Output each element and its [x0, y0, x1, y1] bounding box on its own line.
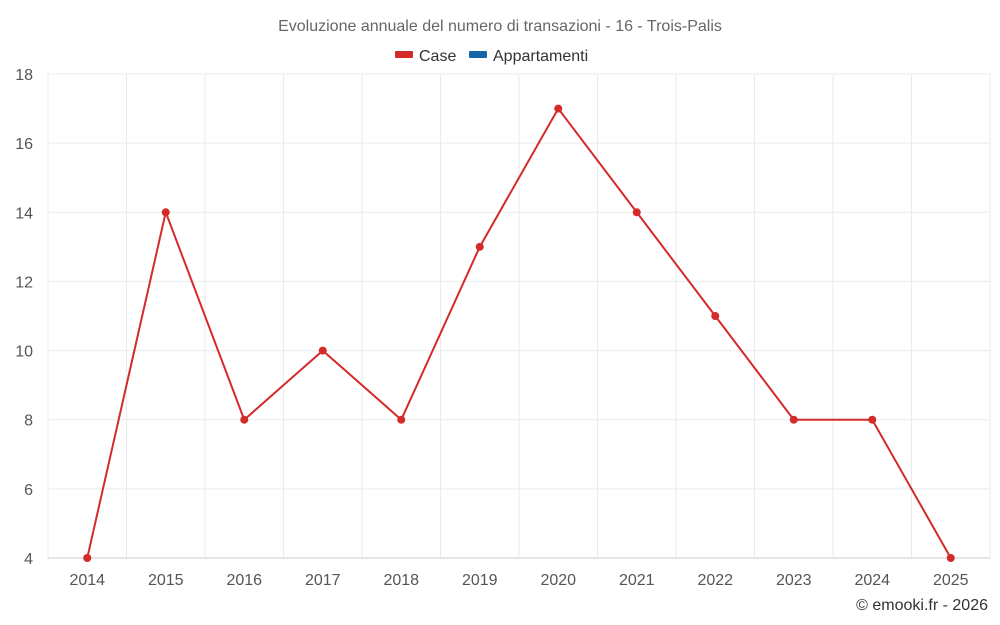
x-tick-label: 2021: [619, 572, 655, 589]
legend: Case Appartamenti: [395, 48, 588, 65]
data-point-case[interactable]: [475, 242, 484, 251]
legend-swatch-case: [395, 51, 413, 58]
x-tick-label: 2024: [854, 572, 890, 589]
data-point-case[interactable]: [397, 415, 406, 424]
y-tick-label: 14: [15, 205, 33, 222]
data-point-case[interactable]: [946, 554, 955, 562]
data-point-case[interactable]: [240, 415, 249, 424]
x-axis-ticks: 2014 2015 2016 2017 2018 2019 2020 2021 2022 2023…: [69, 572, 968, 589]
x-tick-label: 2014: [69, 572, 105, 589]
x-tick-label: 2015: [148, 572, 184, 589]
series-case: [83, 104, 955, 562]
y-tick-label: 4: [24, 551, 33, 568]
grid-lines: [47, 73, 991, 558]
x-tick-label: 2020: [540, 572, 576, 589]
data-point-case[interactable]: [554, 104, 563, 113]
legend-item-appartamenti[interactable]: Appartamenti: [469, 48, 588, 65]
y-tick-label: 18: [15, 67, 33, 84]
legend-item-case[interactable]: Case: [395, 48, 456, 65]
data-point-case[interactable]: [868, 415, 877, 424]
data-point-case[interactable]: [632, 208, 641, 217]
x-tick-label: 2018: [383, 572, 419, 589]
data-point-case[interactable]: [83, 554, 92, 562]
x-tick-label: 2019: [462, 572, 498, 589]
data-point-case[interactable]: [318, 346, 327, 355]
credit-text: © emooki.fr - 2026: [856, 597, 988, 614]
legend-label-appartamenti: Appartamenti: [493, 48, 588, 65]
y-tick-label: 12: [15, 274, 33, 291]
y-tick-label: 10: [15, 344, 33, 361]
x-tick-label: 2025: [933, 572, 969, 589]
data-point-case[interactable]: [161, 208, 170, 217]
series-line-case: [86, 107, 952, 559]
y-tick-label: 6: [24, 482, 33, 499]
y-axis-ticks: 4 6 8 10 12 14 16 18: [15, 67, 33, 568]
legend-swatch-appartamenti: [469, 51, 487, 58]
x-tick-label: 2017: [305, 572, 341, 589]
x-tick-label: 2022: [697, 572, 733, 589]
y-tick-label: 8: [24, 413, 33, 430]
x-tick-label: 2023: [776, 572, 812, 589]
x-tick-label: 2016: [226, 572, 262, 589]
legend-label-case: Case: [419, 48, 456, 65]
chart-title: Evoluzione annuale del numero di transaz…: [278, 18, 722, 35]
y-tick-label: 16: [15, 136, 33, 153]
data-point-case[interactable]: [711, 312, 720, 320]
data-point-case[interactable]: [789, 415, 798, 424]
